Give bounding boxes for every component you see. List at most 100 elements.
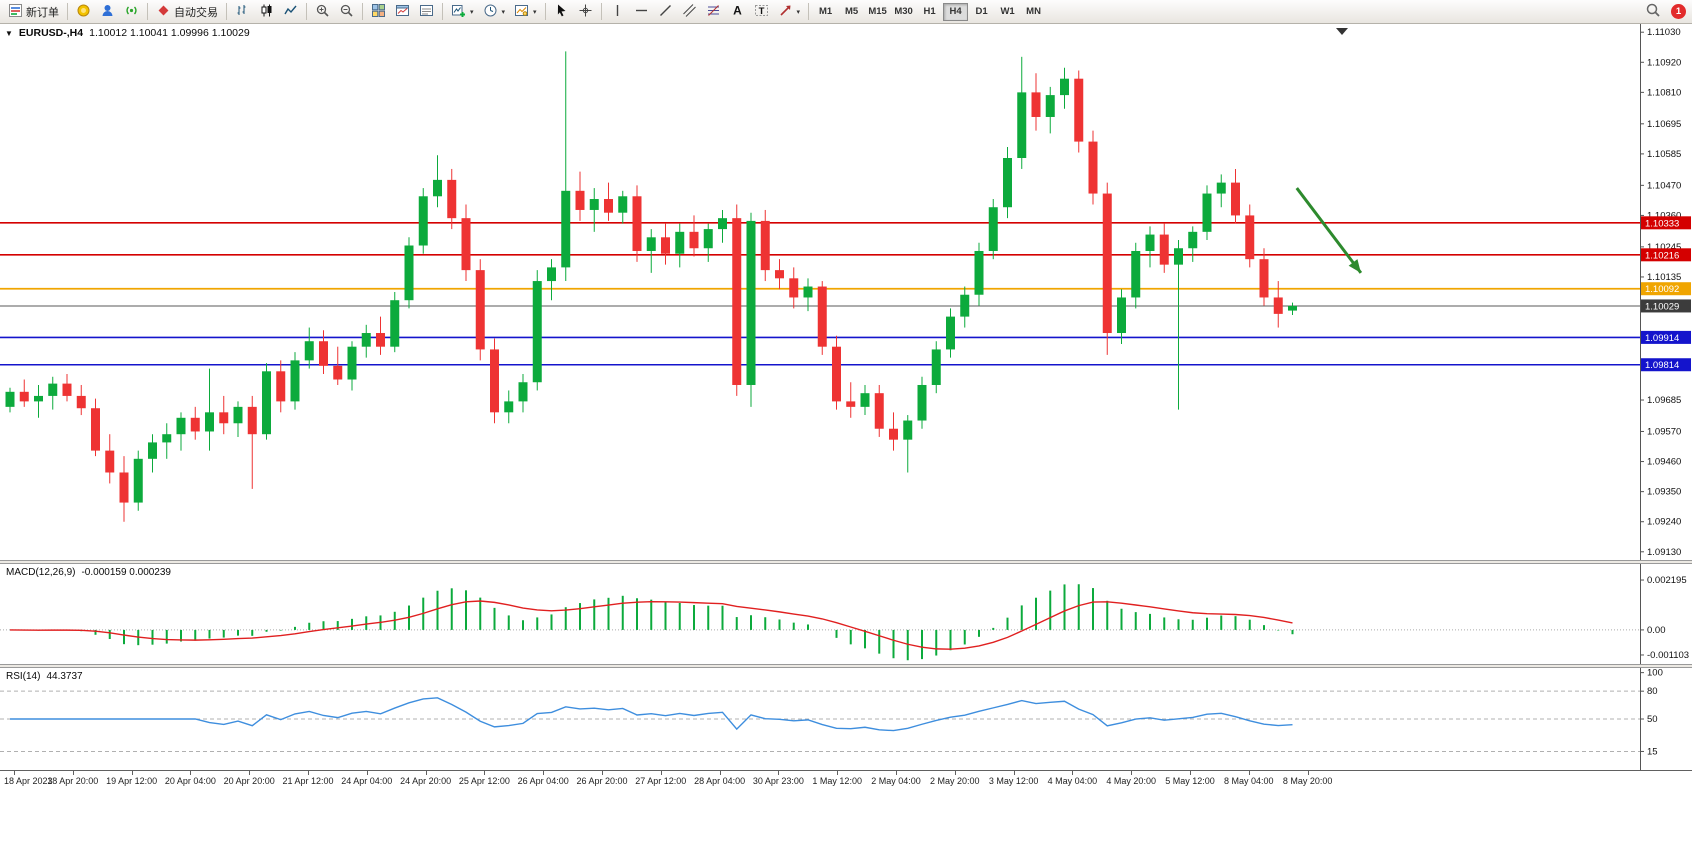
candle-body	[1031, 92, 1041, 117]
window-bottom-area	[0, 792, 1692, 854]
notification-badge[interactable]: 1	[1671, 4, 1686, 19]
price-tick-label: 1.10360	[1647, 210, 1681, 221]
trend-arrow-object[interactable]	[1295, 187, 1363, 274]
candle-body	[1216, 182, 1226, 194]
new-chart-dropdown-button[interactable]: ▾	[447, 2, 478, 22]
candle-body	[5, 391, 15, 407]
chart-menu-arrow-icon[interactable]: ▼	[5, 28, 13, 38]
trendline-tool-button[interactable]	[654, 2, 677, 22]
toolbar-separator	[544, 3, 546, 20]
timeframe-button-m15[interactable]: M15	[865, 3, 890, 21]
chart-window-button[interactable]	[391, 2, 414, 22]
rsi-pane[interactable]: 100 80 50 15	[0, 668, 1692, 770]
autotrading-button[interactable]: 自动交易	[152, 2, 222, 22]
time-axis-tick	[602, 771, 603, 775]
timeframe-button-m1[interactable]: M1	[813, 3, 838, 21]
toolbar-separator	[67, 3, 68, 20]
time-axis-tick	[249, 771, 251, 775]
candle-body	[361, 333, 371, 347]
candle-body	[1131, 250, 1141, 298]
zoom-in-button[interactable]	[311, 2, 334, 22]
zoom-out-button[interactable]	[335, 2, 358, 22]
candle-body	[1174, 248, 1183, 265]
timeframe-button-h4[interactable]: H4	[943, 2, 969, 21]
price-tag-label: 1.09914	[1645, 333, 1679, 344]
main-price-chart[interactable]: 1.11030 1.10920 1.10810 1.10695 1.10585 1.104…	[0, 24, 1692, 560]
pane-separator[interactable]	[0, 664, 1692, 668]
time-axis-tick	[954, 771, 956, 775]
candlestick-mode-button[interactable]	[255, 2, 278, 22]
market-watch-button[interactable]	[72, 2, 95, 22]
time-axis-label: 5 May 12:00	[1165, 776, 1215, 786]
candle-body	[91, 408, 100, 451]
dropdown-caret-icon: ▾	[533, 8, 537, 16]
price-tick-label: 1.10245	[1647, 242, 1681, 253]
price-tag-label: 1.10333	[1645, 218, 1679, 229]
timeframe-button-d1[interactable]: D1	[969, 3, 994, 21]
candle-body	[632, 196, 642, 251]
chart-window-icon	[395, 3, 410, 21]
new-order-label: 新订单	[26, 6, 59, 19]
line-chart-mode-button[interactable]	[279, 2, 302, 22]
candle-body	[376, 333, 385, 347]
fibonacci-tool-button[interactable]	[702, 2, 725, 22]
candle-body	[105, 450, 115, 473]
time-axis[interactable]: 18 Apr 2023 18 Apr 20:00 19 Apr 12:00 20 Ap…	[0, 770, 1692, 792]
time-axis-tick	[896, 771, 897, 775]
timeframe-button-m30[interactable]: M30	[891, 3, 916, 21]
price-tag	[1641, 330, 1691, 344]
candle-body	[276, 371, 286, 402]
text-tool-button[interactable]: A	[726, 2, 749, 22]
macd-pane[interactable]: 0.002195 0.00 -0.001103	[0, 564, 1692, 664]
toolbar: 新订单 自动交易	[0, 0, 1692, 24]
pane-separator[interactable]	[0, 560, 1692, 564]
search-button[interactable]	[1641, 2, 1665, 22]
new-order-button[interactable]: 新订单	[4, 2, 63, 22]
autotrading-icon	[156, 3, 171, 21]
cursor-tool-button[interactable]	[550, 2, 573, 22]
vertical-line-tool-button[interactable]	[606, 2, 629, 22]
navigator-button[interactable]	[96, 2, 119, 22]
bar-chart-mode-button[interactable]	[231, 2, 254, 22]
price-tick-label: 1.09130	[1647, 547, 1681, 558]
sound-alert-button[interactable]	[120, 2, 143, 22]
crosshair-tool-button[interactable]	[574, 2, 597, 22]
timeframe-button-w1[interactable]: W1	[995, 3, 1020, 21]
candle-body	[1145, 234, 1155, 251]
candle-body	[1117, 297, 1126, 334]
time-axis-label: 24 Apr 20:00	[400, 776, 452, 786]
macd-signal-line	[9, 600, 1293, 650]
candle-body	[1159, 234, 1169, 265]
price-tick-label: 1.09240	[1647, 517, 1681, 528]
candle-body	[404, 245, 414, 301]
chart-shift-marker[interactable]	[1336, 28, 1348, 35]
candle-body	[333, 365, 343, 380]
templates-dropdown-button[interactable]: ▾	[510, 2, 541, 22]
timeframe-button-m5[interactable]: M5	[839, 3, 864, 21]
time-axis-label: 24 Apr 04:00	[341, 776, 393, 786]
candle-body	[190, 417, 200, 432]
candle-body	[461, 218, 471, 271]
price-tag	[1641, 358, 1691, 372]
svg-text:T: T	[758, 5, 764, 16]
time-axis-label: 4 May 20:00	[1106, 776, 1156, 786]
arrows-tool-dropdown-button[interactable]: ▾	[774, 2, 805, 22]
clock-icon	[483, 3, 498, 21]
text-label-tool-button[interactable]: T	[750, 2, 773, 22]
channel-tool-button[interactable]	[678, 2, 701, 22]
timeframe-button-h1[interactable]: H1	[917, 3, 942, 21]
toolbar-separator	[362, 3, 363, 20]
time-axis-label: 18 Apr 20:00	[47, 776, 99, 786]
tile-windows-button[interactable]	[367, 2, 390, 22]
candle-body	[62, 383, 72, 396]
data-window-button[interactable]	[415, 2, 438, 22]
candle-body	[290, 360, 300, 402]
candle-body	[1088, 141, 1098, 194]
autotrading-label: 自动交易	[174, 6, 218, 19]
price-tick-label: 1.11030	[1647, 27, 1681, 38]
candle-body	[1003, 158, 1012, 208]
time-axis-label: 30 Apr 23:00	[752, 776, 804, 786]
timeframe-button-mn[interactable]: MN	[1021, 3, 1046, 21]
horizontal-line-tool-button[interactable]	[630, 2, 653, 22]
periods-dropdown-button[interactable]: ▾	[479, 2, 510, 22]
